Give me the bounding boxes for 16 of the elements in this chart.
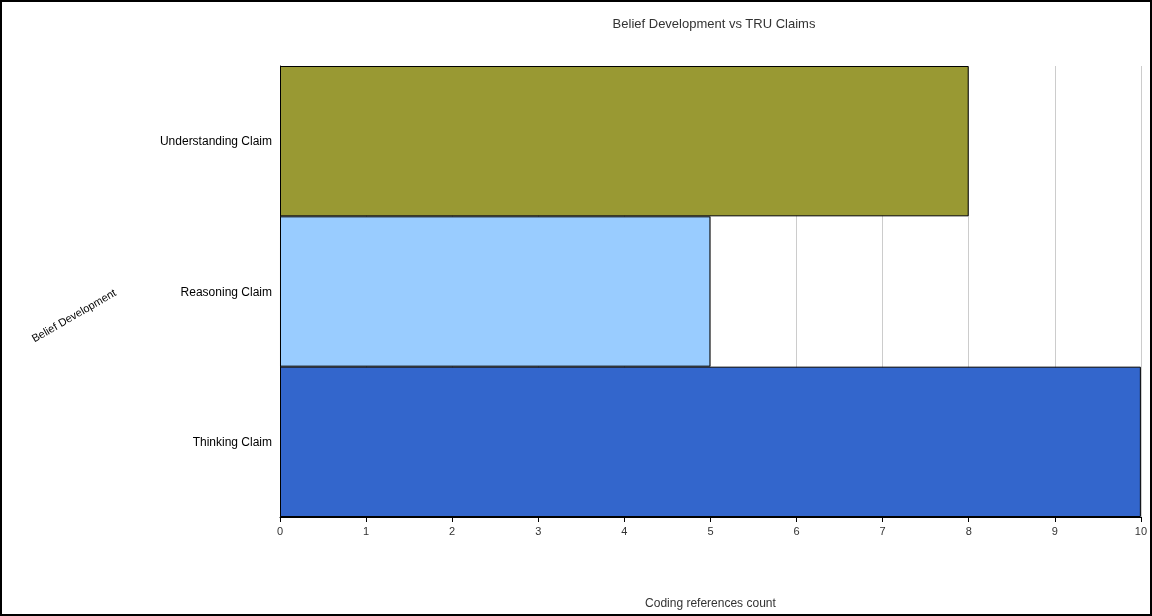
y-tick-label: Understanding Claim	[159, 134, 272, 149]
x-axis-title: Coding references count	[645, 596, 777, 610]
x-tick-label: 9	[1051, 524, 1058, 537]
chart-title: Belief Development vs TRU Claims	[612, 16, 816, 31]
x-tick-label: 3	[535, 524, 542, 537]
x-tick-label: 6	[793, 524, 800, 537]
y-tick-label: Thinking Claim	[192, 434, 272, 449]
x-tick-label: 0	[276, 524, 284, 537]
x-tick-label: 8	[965, 524, 972, 537]
x-tick-label: 10	[1134, 524, 1148, 537]
x-tick-label: 2	[449, 524, 456, 537]
x-tick-label: 7	[879, 524, 886, 537]
x-tick-label: 1	[363, 524, 370, 537]
x-tick-label: 5	[707, 524, 714, 537]
x-tick-label: 4	[621, 524, 628, 537]
y-tick-label: Reasoning Claim	[180, 284, 272, 299]
